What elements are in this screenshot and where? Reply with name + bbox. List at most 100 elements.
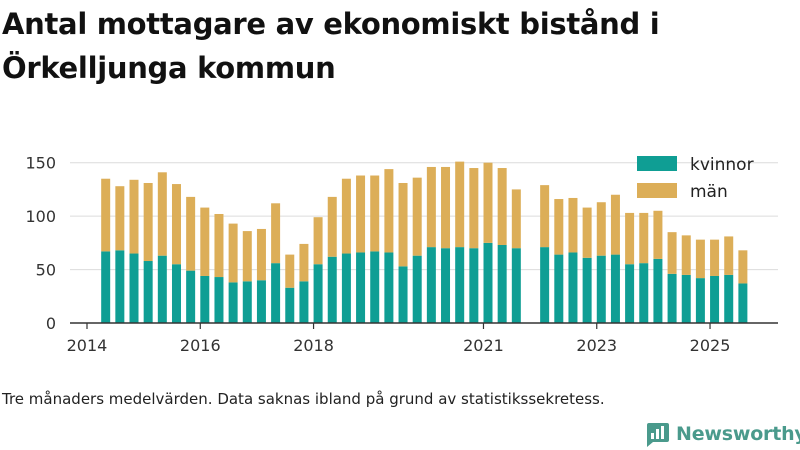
bar-man	[695, 239, 705, 279]
chart-title: Antal mottagare av ekonomiskt bistånd i …	[2, 7, 660, 85]
bar-kvinnor	[200, 275, 210, 323]
bar-man	[341, 178, 351, 254]
bar-man	[681, 235, 691, 275]
bar-kvinnor	[511, 248, 521, 323]
bar-man	[455, 161, 465, 248]
bar-kvinnor	[157, 255, 167, 323]
bar-man	[327, 196, 337, 257]
bar-kvinnor	[497, 244, 507, 323]
axes: 0 50 100 150 2014 2016 2018 2021 2023 2025	[25, 154, 778, 355]
legend-label-kvinnor: kvinnor	[690, 155, 754, 175]
bar-kvinnor	[398, 266, 408, 323]
bar-man	[497, 168, 507, 245]
bar-kvinnor	[483, 242, 493, 323]
stacked-bar-chart: 0 50 100 150 2014 2016 2018 2021 2023 2025 kvinno…	[25, 154, 778, 355]
bar-kvinnor	[129, 253, 139, 323]
bar-kvinnor	[327, 256, 337, 323]
bar-kvinnor	[313, 264, 323, 323]
bar-kvinnor	[653, 258, 663, 323]
bar-man	[398, 182, 408, 267]
bar-man	[738, 250, 748, 284]
bar-man	[568, 197, 578, 253]
bar-man	[426, 166, 436, 248]
bar-man	[554, 199, 564, 255]
bar-man	[271, 203, 281, 264]
bar-man	[285, 254, 295, 288]
bar-man	[724, 236, 734, 275]
bar-kvinnor	[412, 255, 422, 323]
bar-kvinnor	[271, 263, 281, 323]
bar-kvinnor	[299, 281, 309, 323]
bar-kvinnor	[143, 261, 153, 323]
bar-kvinnor	[256, 280, 266, 323]
brand-name: Newsworthy	[676, 423, 800, 445]
bar-man	[186, 196, 196, 271]
bar-man	[511, 189, 521, 249]
bar-kvinnor	[426, 247, 436, 323]
bar-kvinnor	[681, 274, 691, 323]
bar-kvinnor	[455, 247, 465, 323]
footnote: Tre månaders medelvärden. Data saknas ib…	[2, 390, 605, 408]
bar-kvinnor	[228, 282, 238, 323]
bar-man	[441, 166, 451, 249]
y-tick-label: 150	[25, 154, 56, 173]
y-tick-label: 0	[46, 314, 56, 333]
bar-man	[625, 212, 635, 265]
bar-man	[540, 185, 550, 248]
bar-kvinnor	[710, 275, 720, 323]
bar-man	[639, 212, 649, 264]
bar-man	[610, 194, 620, 255]
bar-man	[483, 162, 493, 243]
bar-kvinnor	[115, 250, 125, 323]
x-tick-label: 2018	[293, 336, 334, 355]
bar-man	[710, 239, 720, 276]
x-tick-label: 2016	[180, 336, 221, 355]
bar-kvinnor	[370, 251, 380, 323]
bar-man	[370, 175, 380, 252]
legend: kvinnor män	[637, 155, 754, 202]
bar-man	[129, 179, 139, 254]
bar-man	[469, 168, 479, 249]
bar-kvinnor	[341, 253, 351, 323]
brand-logo[interactable]: Newsworthy	[644, 420, 800, 448]
bar-chart-logo-icon	[647, 422, 669, 447]
bar-man	[299, 243, 309, 282]
bar-man	[157, 172, 167, 256]
bar-kvinnor	[540, 247, 550, 323]
bar-kvinnor	[356, 252, 366, 323]
bar-kvinnor	[724, 274, 734, 323]
bar-kvinnor	[554, 254, 564, 323]
bar-kvinnor	[738, 283, 748, 323]
bar-kvinnor	[469, 248, 479, 323]
bar-man	[596, 202, 606, 256]
y-tick-label: 50	[36, 261, 56, 280]
x-tick-label: 2025	[690, 336, 731, 355]
bar-man	[115, 186, 125, 251]
bar-man	[228, 223, 238, 283]
bar-kvinnor	[568, 252, 578, 323]
x-tick-label: 2014	[67, 336, 108, 355]
bar-kvinnor	[596, 255, 606, 323]
bar-man	[582, 207, 592, 258]
bar-man	[313, 217, 323, 265]
bar-kvinnor	[582, 257, 592, 323]
bar-man	[412, 177, 422, 256]
bar-kvinnor	[441, 248, 451, 323]
bar-kvinnor	[639, 263, 649, 323]
x-tick-label: 2021	[463, 336, 504, 355]
bar-man	[242, 231, 252, 282]
bar-man	[653, 210, 663, 259]
bar-kvinnor	[101, 251, 111, 323]
legend-swatch-man	[637, 183, 677, 198]
bar-kvinnor	[242, 281, 252, 323]
bar-man	[171, 184, 181, 265]
bar-kvinnor	[214, 277, 224, 323]
bar-kvinnor	[384, 252, 394, 323]
bars	[101, 161, 748, 323]
bar-man	[384, 169, 394, 253]
legend-label-man: män	[690, 182, 728, 202]
bar-man	[356, 175, 366, 253]
legend-swatch-kvinnor	[637, 156, 677, 171]
y-tick-label: 100	[25, 207, 56, 226]
bar-man	[667, 232, 677, 274]
